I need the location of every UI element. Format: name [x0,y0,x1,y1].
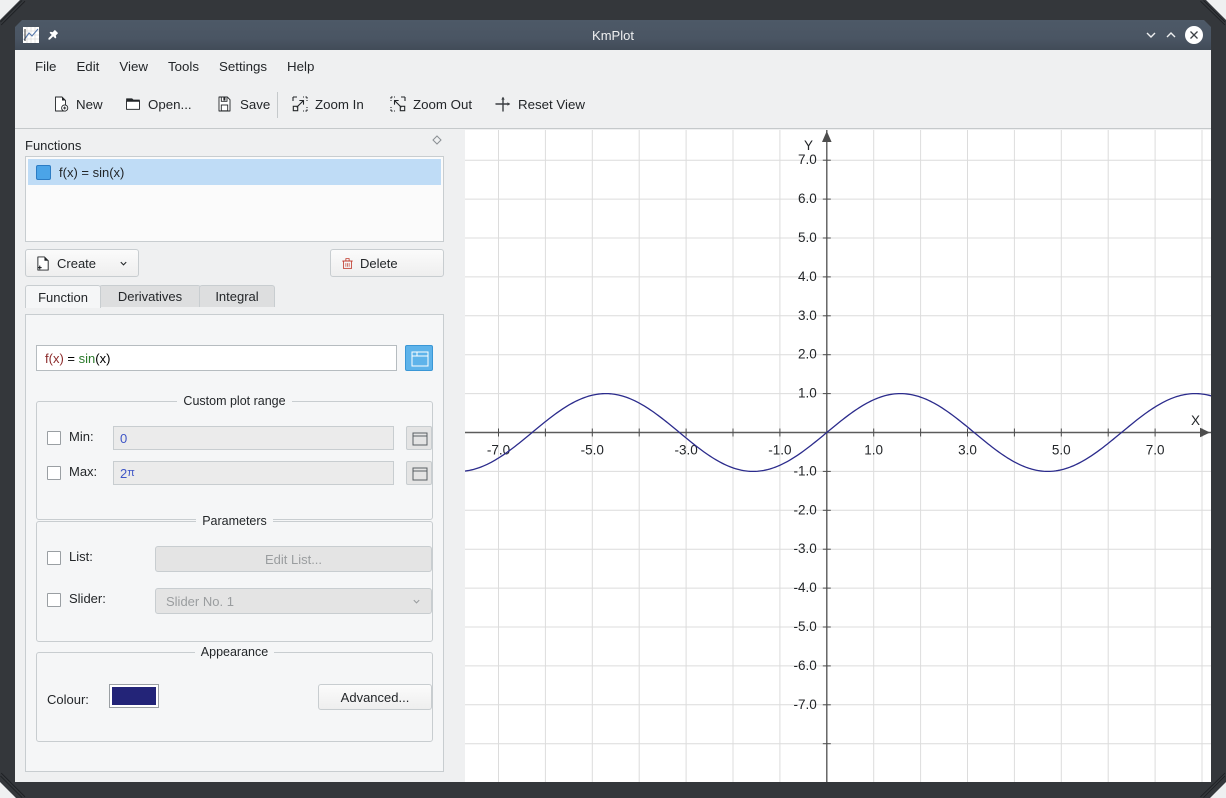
svg-text:3.0: 3.0 [958,443,977,458]
svg-text:1.0: 1.0 [798,386,817,401]
svg-text:6.0: 6.0 [798,191,817,206]
svg-text:3.0: 3.0 [798,308,817,323]
svg-text:5.0: 5.0 [1052,443,1071,458]
svg-text:7.0: 7.0 [798,152,817,167]
svg-text:-1.0: -1.0 [768,443,791,458]
svg-text:-7.0: -7.0 [794,697,817,712]
svg-text:-5.0: -5.0 [794,619,817,634]
svg-text:-7.0: -7.0 [487,443,510,458]
svg-text:-3.0: -3.0 [794,541,817,556]
svg-text:X: X [1191,413,1200,428]
svg-text:5.0: 5.0 [798,230,817,245]
svg-text:-1.0: -1.0 [794,463,817,478]
svg-text:-6.0: -6.0 [794,658,817,673]
svg-text:4.0: 4.0 [798,269,817,284]
svg-text:1.0: 1.0 [864,443,883,458]
svg-text:2.0: 2.0 [798,347,817,362]
svg-text:-5.0: -5.0 [581,443,604,458]
svg-text:-2.0: -2.0 [794,502,817,517]
svg-text:-4.0: -4.0 [794,580,817,595]
svg-text:Y: Y [804,138,813,153]
svg-text:7.0: 7.0 [1146,443,1165,458]
